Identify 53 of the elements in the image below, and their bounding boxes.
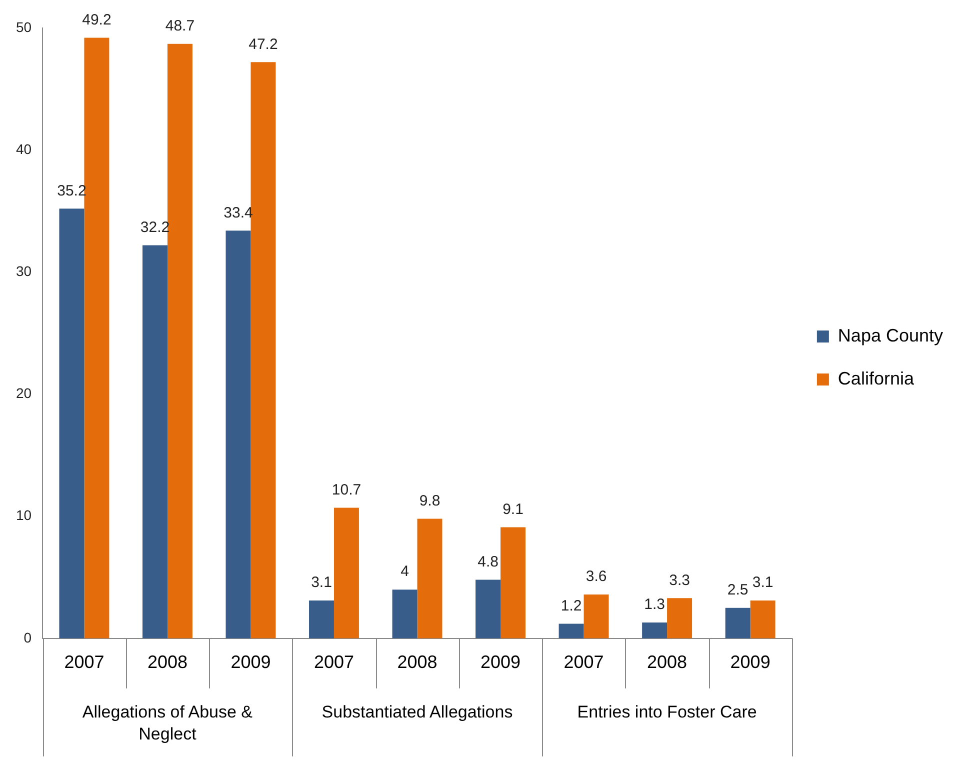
bar [392, 590, 418, 638]
bar [667, 598, 692, 638]
text: Allegations of Abuse & Neglect [82, 702, 254, 744]
data-label: 3.3 [669, 572, 690, 589]
y-tick-label: 40 [16, 140, 32, 157]
data-label: 9.8 [419, 492, 440, 510]
data-label: 49.2 [82, 11, 112, 28]
legend-label: California [838, 368, 915, 388]
y-tick-label: 0 [24, 629, 32, 646]
bar [750, 600, 776, 638]
data-label: 4 [400, 563, 409, 580]
bar [84, 38, 110, 638]
data-label: 3.1 [752, 574, 774, 592]
x-tick-label: 2008 [147, 652, 188, 672]
bar [142, 245, 168, 638]
bar [167, 44, 192, 638]
bar [334, 508, 359, 638]
data-label: 10.7 [332, 481, 362, 498]
bar [725, 608, 750, 638]
y-tick-label: 50 [16, 18, 32, 35]
bar [417, 518, 442, 638]
y-tick-label: 30 [16, 263, 32, 280]
legend-label: Napa County [838, 325, 944, 346]
bar [59, 208, 84, 638]
text: Substantiated Allegations [322, 702, 513, 722]
x-tick-label: 2007 [314, 652, 354, 672]
bar [500, 527, 526, 638]
data-label: 2.5 [727, 582, 748, 599]
x-tick-label: 2007 [564, 652, 604, 672]
bar [309, 600, 334, 638]
data-label: 9.1 [502, 500, 524, 518]
data-label: 48.7 [165, 18, 195, 35]
x-tick-label: 2008 [397, 652, 438, 672]
x-tick-label: 2007 [64, 652, 104, 672]
bar [250, 62, 276, 638]
x-tick-label: 2008 [647, 652, 688, 672]
bar [226, 230, 251, 638]
bar [558, 624, 584, 638]
x-tick-label: 2009 [230, 652, 271, 672]
bar [584, 594, 609, 638]
y-tick-label: 20 [16, 385, 32, 402]
data-label: 3.6 [586, 568, 607, 586]
data-label: 4.8 [478, 553, 498, 570]
data-label: 1.2 [560, 597, 582, 614]
data-label: 3.1 [311, 574, 332, 592]
bar [642, 622, 668, 638]
data-label: 1.3 [644, 596, 665, 614]
bar [476, 580, 501, 638]
y-tick-label: 10 [16, 507, 32, 524]
x-tick-label: 2009 [730, 652, 770, 672]
data-label: 47.2 [248, 36, 278, 53]
x-tick-label: 2009 [480, 652, 521, 672]
text: Entries into Foster Care [577, 702, 757, 722]
